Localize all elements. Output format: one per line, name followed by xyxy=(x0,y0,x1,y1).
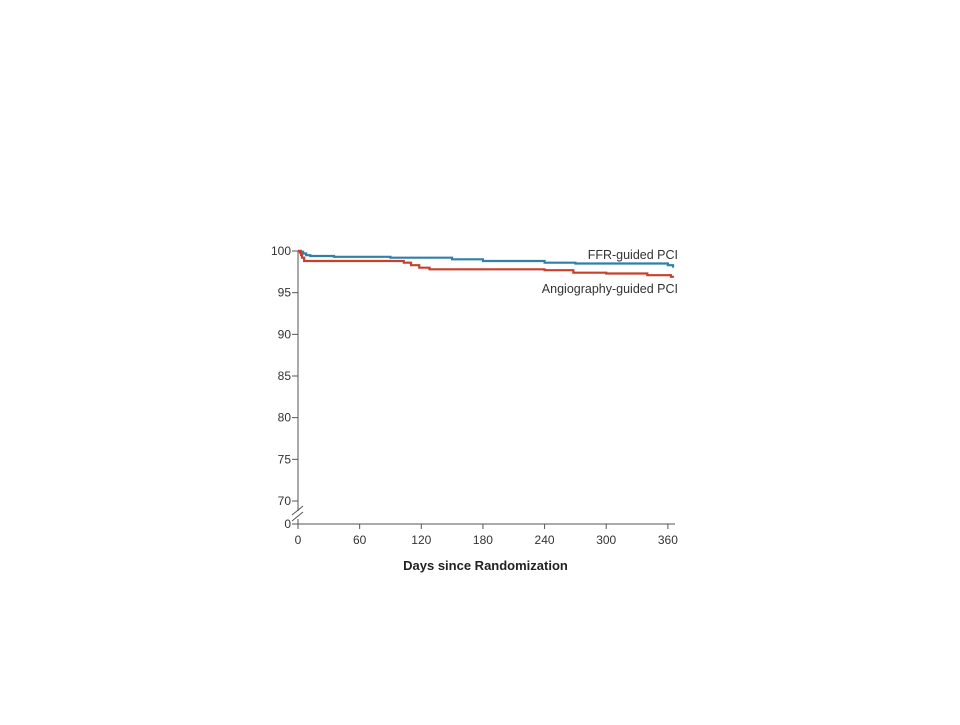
series-line-ffr xyxy=(298,249,675,268)
y-tick-label: 90 xyxy=(278,327,292,341)
y-tick-label: 75 xyxy=(278,452,292,466)
x-axis-title: Days since Randomization xyxy=(403,558,568,573)
x-tick-label: 300 xyxy=(596,533,616,547)
x-tick-label: 180 xyxy=(473,533,493,547)
x-tick-label: 360 xyxy=(658,533,678,547)
axes-group: 0 70 75 80 85 90 95 100 0 60 120 180 240 300 360 Days s… xyxy=(271,244,678,573)
x-tick-label: 120 xyxy=(411,533,431,547)
series-line-angiography xyxy=(298,249,675,278)
series-group xyxy=(298,249,675,278)
ffr-series-label: FFR-guided PCI xyxy=(588,248,678,262)
axis-break-mark xyxy=(291,505,304,516)
y-tick-label: 95 xyxy=(278,286,292,300)
x-tick-label: 240 xyxy=(535,533,555,547)
angiography-series-label: Angiography-guided PCI xyxy=(542,282,678,296)
y-tick-label: 80 xyxy=(278,411,292,425)
y-tick-label: 70 xyxy=(278,494,292,508)
y-tick-label: 100 xyxy=(271,244,291,258)
x-tick-label: 0 xyxy=(295,533,302,547)
axis-break-mark xyxy=(291,511,304,522)
y-tick-label: 0 xyxy=(284,517,291,531)
y-tick-label: 85 xyxy=(278,369,292,383)
x-tick-label: 60 xyxy=(353,533,367,547)
labels-group: FFR-guided PCI Angiography-guided PCI xyxy=(542,248,678,296)
